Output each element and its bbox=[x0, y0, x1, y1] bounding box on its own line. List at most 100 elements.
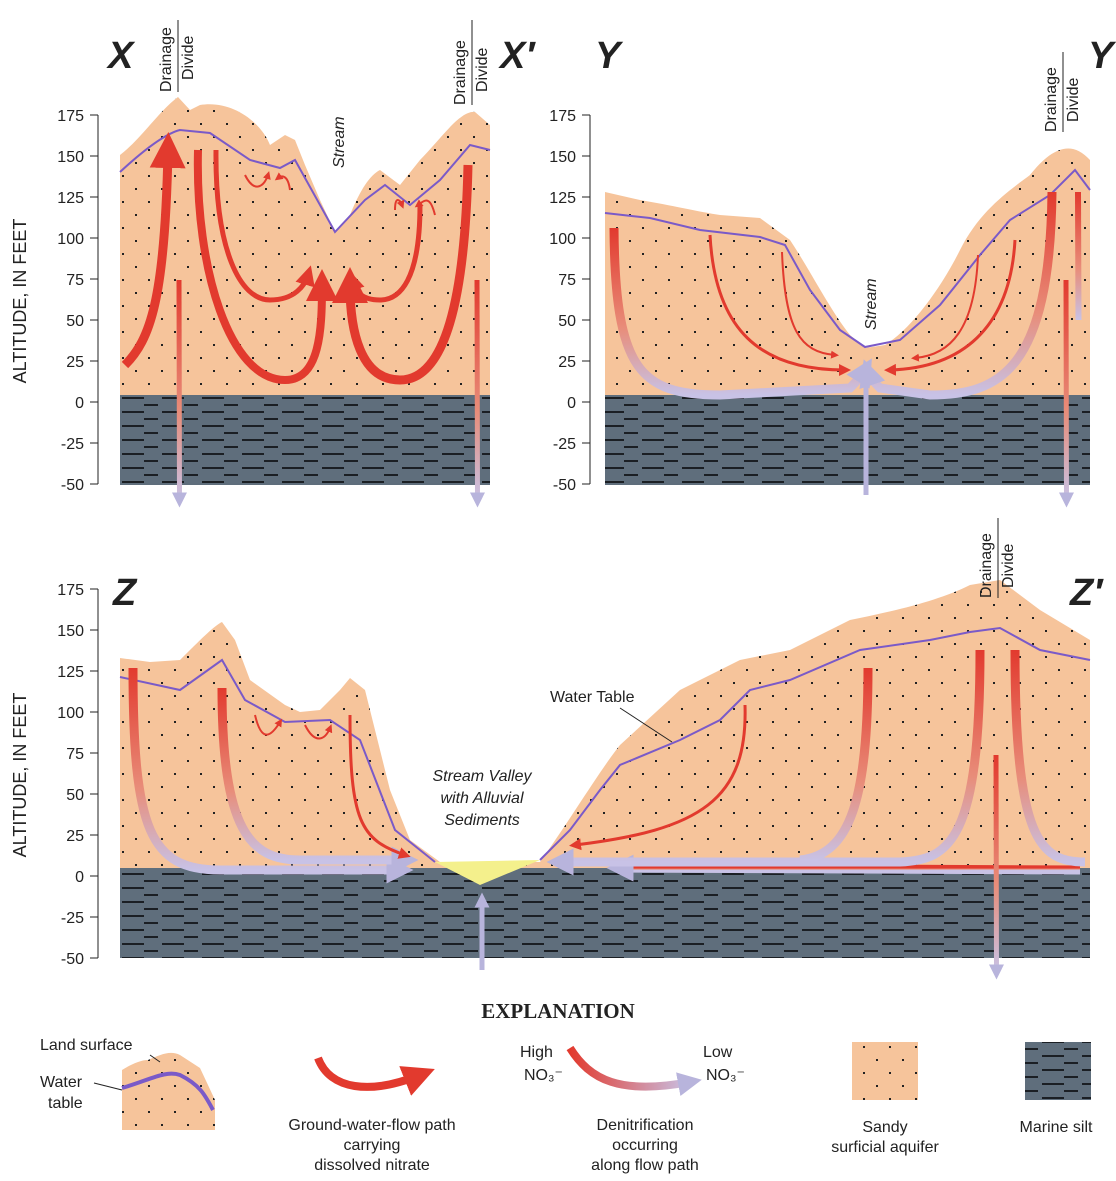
section-y bbox=[604, 148, 1091, 508]
divide: Drainage Divide bbox=[978, 518, 1017, 598]
y-tick-label: 25 bbox=[66, 828, 84, 845]
legend-label: NO₃⁻ bbox=[524, 1067, 563, 1084]
legend-label: NO₃⁻ bbox=[706, 1067, 745, 1084]
legend-label: Marine silt bbox=[1020, 1119, 1093, 1136]
y-tick-label: -50 bbox=[61, 951, 84, 968]
divide: Drainage Divide bbox=[1043, 52, 1082, 132]
legend-silt: Marine silt bbox=[1020, 1042, 1093, 1136]
section-label: Y bbox=[595, 35, 624, 77]
y-tick-label: -25 bbox=[61, 436, 84, 453]
valley-label: with Alluvial bbox=[441, 790, 524, 807]
leader bbox=[93, 1082, 123, 1091]
section-label: Y′ bbox=[1088, 35, 1116, 77]
water-table-label: Water Table bbox=[550, 689, 635, 706]
legend-swatch bbox=[852, 1042, 918, 1100]
y-tick-label: 125 bbox=[549, 190, 576, 207]
valley-label: Stream Valley bbox=[433, 768, 533, 785]
y-tick-label: -50 bbox=[553, 477, 576, 494]
legend-label: Land surface bbox=[40, 1037, 133, 1054]
flow-paths bbox=[121, 132, 485, 508]
legend-denitrification: High NO₃⁻ Low NO₃⁻ Denitrification occur… bbox=[520, 1044, 745, 1174]
stream-label: Stream bbox=[331, 116, 348, 168]
divide-label: Divide bbox=[180, 35, 197, 80]
y-tick-label: -25 bbox=[553, 436, 576, 453]
legend-label: High bbox=[520, 1044, 553, 1061]
y-tick-label: 75 bbox=[66, 746, 84, 763]
legend-label: table bbox=[48, 1095, 83, 1112]
section-label: X′ bbox=[498, 35, 536, 77]
section-label: Z′ bbox=[1069, 572, 1104, 614]
axis-label: ALTITUDE, IN FEET bbox=[10, 219, 30, 384]
aquifer bbox=[605, 148, 1090, 395]
y-tick-label: 175 bbox=[57, 108, 84, 125]
legend-swatch bbox=[122, 1052, 215, 1130]
y-tick-label: -50 bbox=[61, 477, 84, 494]
y-tick-label: 50 bbox=[66, 313, 84, 330]
legend-water-table: Land surface Water table bbox=[40, 1037, 215, 1130]
valley-label: Sediments bbox=[444, 812, 520, 829]
water-table bbox=[119, 128, 491, 234]
divide: Drainage Divide bbox=[158, 20, 197, 92]
axis-label: ALTITUDE, IN FEET bbox=[10, 693, 30, 858]
divide-label: Drainage bbox=[978, 533, 995, 598]
y-tick-label: 0 bbox=[75, 869, 84, 886]
legend-label: carrying bbox=[344, 1137, 401, 1154]
flow-paths bbox=[609, 191, 1082, 508]
legend-label: Water bbox=[40, 1074, 83, 1091]
legend-label: Denitrification bbox=[597, 1117, 694, 1134]
aquifer bbox=[120, 97, 490, 395]
y-tick-label: 150 bbox=[549, 149, 576, 166]
section-label: X bbox=[106, 35, 136, 77]
y-tick-label: 25 bbox=[558, 354, 576, 371]
alluvium bbox=[435, 860, 540, 885]
y-tick-label: 175 bbox=[549, 108, 576, 125]
flow-paths bbox=[128, 649, 1086, 980]
aquifer bbox=[120, 580, 1090, 868]
legend-label: dissolved nitrate bbox=[314, 1157, 430, 1174]
y-tick-label: -25 bbox=[61, 910, 84, 927]
y-tick-label: 100 bbox=[549, 231, 576, 248]
y-tick-label: 0 bbox=[75, 395, 84, 412]
y-tick-label: 100 bbox=[57, 231, 84, 248]
divide-label: Drainage bbox=[158, 27, 175, 92]
leader bbox=[619, 707, 673, 743]
y-tick-label: 150 bbox=[57, 149, 84, 166]
legend-label: along flow path bbox=[591, 1157, 699, 1174]
legend-label: Low bbox=[703, 1044, 733, 1061]
y-tick-label: 50 bbox=[66, 787, 84, 804]
section-label: Z bbox=[112, 572, 138, 614]
legend-label: occurring bbox=[612, 1137, 678, 1154]
water-table bbox=[604, 168, 1091, 349]
y-tick-label: 175 bbox=[57, 582, 84, 599]
y-tick-label: 100 bbox=[57, 705, 84, 722]
y-tick-label: 125 bbox=[57, 190, 84, 207]
divide-label: Divide bbox=[474, 47, 491, 92]
section-z bbox=[119, 580, 1091, 980]
silt bbox=[120, 395, 490, 485]
y-tick-label: 150 bbox=[57, 623, 84, 640]
leader bbox=[149, 1054, 161, 1063]
divide: Drainage Divide bbox=[452, 20, 491, 105]
explanation-title: EXPLANATION bbox=[481, 999, 635, 1023]
y-tick-label: 50 bbox=[558, 313, 576, 330]
divide-label: Drainage bbox=[1043, 67, 1060, 132]
legend-line bbox=[121, 1071, 215, 1111]
legend-label: Sandy bbox=[862, 1119, 907, 1136]
divide-label: Divide bbox=[1065, 77, 1082, 122]
y-tick-label: 75 bbox=[66, 272, 84, 289]
y-tick-label: 25 bbox=[66, 354, 84, 371]
legend-flow-path: Ground-water-flow path carrying dissolve… bbox=[288, 1056, 456, 1174]
legend-label: surficial aquifer bbox=[831, 1139, 939, 1156]
silt bbox=[605, 395, 1090, 485]
silt bbox=[120, 868, 1090, 958]
y-tick-label: 125 bbox=[57, 664, 84, 681]
section-x bbox=[119, 97, 491, 508]
stream-label: Stream bbox=[863, 278, 880, 330]
legend-swatch bbox=[1025, 1042, 1091, 1100]
y-tick-label: 0 bbox=[567, 395, 576, 412]
legend-sandy: Sandy surficial aquifer bbox=[831, 1042, 939, 1156]
legend-label: Ground-water-flow path bbox=[288, 1117, 455, 1134]
